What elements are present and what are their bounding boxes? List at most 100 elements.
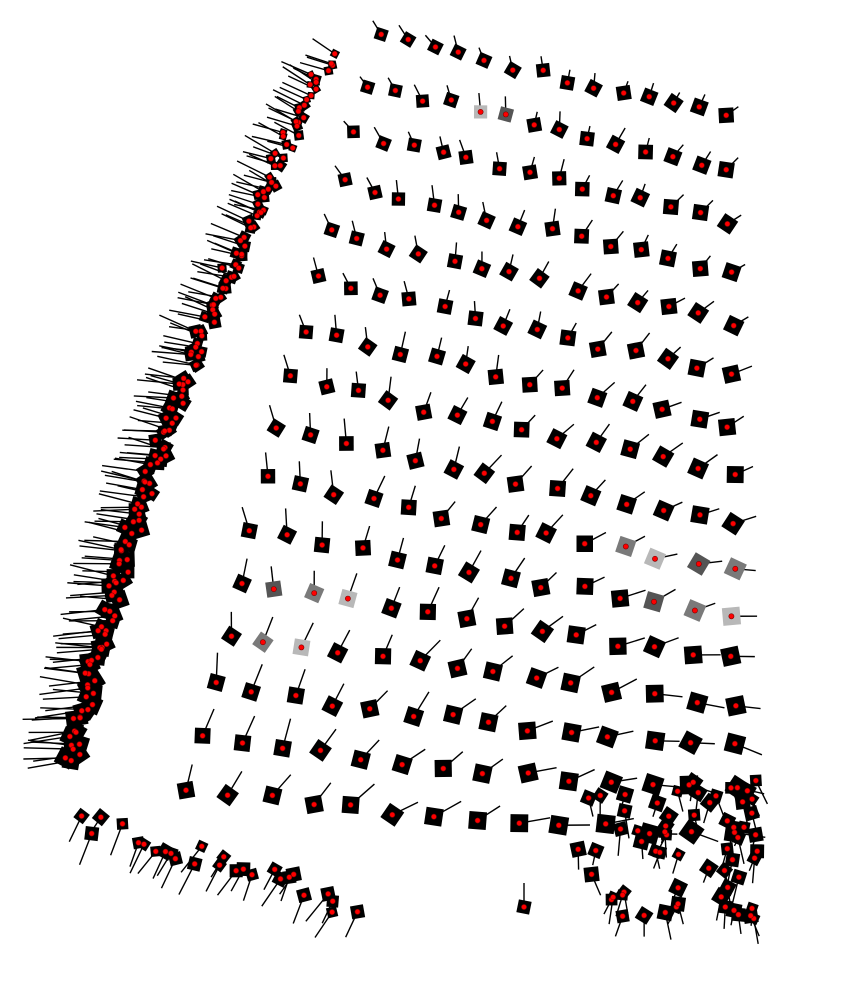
camera-center-134[interactable] <box>543 530 549 536</box>
camera-center-15[interactable] <box>392 87 399 94</box>
camera-center-419[interactable] <box>354 908 361 915</box>
camera-center-21[interactable] <box>556 126 563 133</box>
camera-center-90[interactable] <box>492 373 499 380</box>
camera-center-172[interactable] <box>380 653 386 660</box>
camera-center-166[interactable] <box>690 652 697 658</box>
camera-center-60[interactable] <box>452 258 458 265</box>
camera-center-130[interactable] <box>405 504 412 511</box>
camera-center-438[interactable] <box>619 913 626 920</box>
camera-center-439[interactable] <box>741 824 747 831</box>
camera-center-42[interactable] <box>342 176 348 183</box>
camera-center-216[interactable] <box>430 813 437 820</box>
camera-center-14[interactable] <box>364 84 371 91</box>
camera-center-35[interactable] <box>556 175 563 182</box>
camera-center-396[interactable] <box>98 814 104 821</box>
camera-center-423[interactable] <box>675 851 682 858</box>
camera-center-145[interactable] <box>431 563 438 569</box>
camera-center-176[interactable] <box>533 675 540 681</box>
camera-center-161[interactable] <box>501 623 508 630</box>
camera-center-157[interactable] <box>344 595 351 602</box>
camera-center-87[interactable] <box>397 351 404 358</box>
camera-center-163[interactable] <box>573 632 580 638</box>
camera-center-278[interactable] <box>223 277 229 284</box>
camera-center-234[interactable] <box>308 92 314 99</box>
camera-center-131[interactable] <box>438 515 445 522</box>
camera-center-255[interactable] <box>260 188 267 195</box>
camera-center-334[interactable] <box>136 511 143 517</box>
camera-center-189[interactable] <box>485 719 492 726</box>
camera-center-237[interactable] <box>295 108 302 115</box>
camera-center-141[interactable] <box>284 531 290 538</box>
camera-center-227[interactable] <box>325 67 332 74</box>
camera-center-280[interactable] <box>219 285 226 292</box>
camera-center-284[interactable] <box>210 301 217 308</box>
camera-center-246[interactable] <box>283 141 290 148</box>
camera-center-55[interactable] <box>728 269 735 275</box>
camera-center-24[interactable] <box>642 149 649 155</box>
camera-center-181[interactable] <box>733 702 739 709</box>
camera-center-88[interactable] <box>434 353 440 360</box>
camera-center-69[interactable] <box>730 322 737 329</box>
camera-center-371[interactable] <box>87 661 93 668</box>
camera-center-414[interactable] <box>286 874 293 881</box>
camera-center-426[interactable] <box>749 796 755 802</box>
camera-center-64[interactable] <box>575 287 581 294</box>
camera-center-23[interactable] <box>612 141 619 148</box>
camera-center-300[interactable] <box>180 375 187 382</box>
camera-center-335[interactable] <box>130 518 137 525</box>
camera-center-330[interactable] <box>140 493 147 500</box>
camera-center-454[interactable] <box>588 871 595 878</box>
camera-center-288[interactable] <box>211 319 218 326</box>
camera-center-361[interactable] <box>95 627 101 634</box>
camera-center-199[interactable] <box>317 747 324 754</box>
camera-center-410[interactable] <box>249 871 255 878</box>
camera-center-287[interactable] <box>201 313 208 320</box>
camera-center-451[interactable] <box>751 855 758 861</box>
camera-center-162[interactable] <box>539 628 546 635</box>
camera-center-422[interactable] <box>617 826 624 832</box>
camera-center-437[interactable] <box>675 901 681 907</box>
camera-center-78[interactable] <box>565 334 571 341</box>
camera-center-242[interactable] <box>295 132 302 139</box>
camera-center-75[interactable] <box>472 315 479 322</box>
camera-center-420[interactable] <box>736 874 742 880</box>
camera-center-184[interactable] <box>292 692 299 699</box>
camera-center-226[interactable] <box>328 60 335 67</box>
camera-center-99[interactable] <box>323 383 330 390</box>
camera-center-192[interactable] <box>604 734 611 740</box>
camera-center-417[interactable] <box>329 898 336 905</box>
camera-center-209[interactable] <box>734 784 741 791</box>
camera-center-377[interactable] <box>83 693 90 700</box>
camera-center-373[interactable] <box>82 670 89 676</box>
camera-center-469[interactable] <box>749 905 755 912</box>
camera-center-32[interactable] <box>462 154 469 161</box>
camera-center-431[interactable] <box>674 788 681 795</box>
camera-center-149[interactable] <box>582 583 588 590</box>
camera-center-152[interactable] <box>692 607 698 614</box>
camera-center-425[interactable] <box>753 777 759 784</box>
camera-center-54[interactable] <box>697 265 704 272</box>
camera-center-286[interactable] <box>211 311 218 317</box>
camera-center-107[interactable] <box>593 439 600 446</box>
camera-center-403[interactable] <box>172 855 179 862</box>
camera-center-229[interactable] <box>308 71 314 78</box>
camera-center-290[interactable] <box>198 332 205 339</box>
camera-center-446[interactable] <box>730 824 737 831</box>
camera-center-474[interactable] <box>656 849 663 856</box>
camera-center-194[interactable] <box>687 739 694 746</box>
camera-center-321[interactable] <box>157 456 164 462</box>
camera-center-306[interactable] <box>180 400 186 407</box>
camera-center-148[interactable] <box>537 584 544 591</box>
camera-center-475[interactable] <box>610 894 616 901</box>
camera-center-333[interactable] <box>131 506 138 513</box>
camera-center-201[interactable] <box>399 761 405 768</box>
camera-center-187[interactable] <box>410 713 417 720</box>
camera-center-207[interactable] <box>650 781 656 788</box>
camera-center-405[interactable] <box>191 861 198 867</box>
camera-center-295[interactable] <box>198 348 205 355</box>
camera-center-236[interactable] <box>301 102 308 109</box>
camera-center-10[interactable] <box>646 93 653 100</box>
camera-center-39[interactable] <box>668 203 674 210</box>
camera-center-247[interactable] <box>272 150 278 157</box>
camera-center-466[interactable] <box>731 907 737 914</box>
